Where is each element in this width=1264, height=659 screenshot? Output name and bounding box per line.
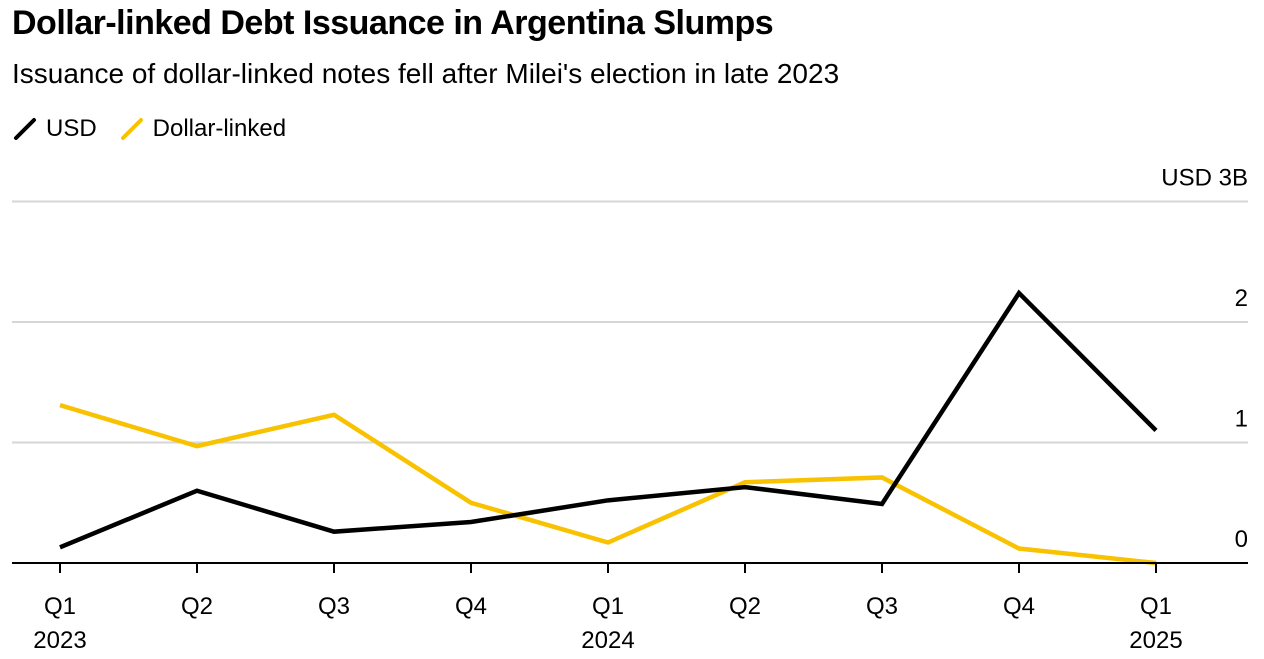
legend-label-dollar-linked: Dollar-linked (152, 115, 287, 142)
chart-legend: USD Dollar-linked (12, 114, 308, 144)
y-unit-label: USD 3B (1161, 165, 1248, 192)
y-tick-label: 1 (1235, 406, 1248, 433)
x-tick-label-quarter: Q4 (455, 593, 487, 620)
legend-item-dollar-linked: Dollar-linked (119, 115, 286, 143)
line-chart: 0 1 2 USD 3B Q1 2023 Q2 Q3 Q4 Q1 2024 Q2 Q3 Q4 Q1 2025 (12, 165, 1248, 654)
legend-stroke-dollar-linked (120, 118, 143, 140)
legend-swatch-dollar-linked-icon (120, 118, 143, 140)
x-tick-label-year: 2025 (1129, 627, 1182, 654)
y-tick-label: 2 (1235, 285, 1248, 312)
y-tick-label: 0 (1235, 526, 1248, 553)
x-tick-label-year: 2023 (33, 627, 86, 654)
x-tick-label-quarter: Q2 (181, 593, 213, 620)
chart-subtitle: Issuance of dollar-linked notes fell aft… (12, 58, 840, 89)
x-tick-label-year: 2024 (581, 627, 634, 654)
x-tick-label-quarter: Q3 (318, 593, 350, 620)
chart-title: Dollar-linked Debt Issuance in Argentina… (12, 4, 774, 42)
x-tick-label-quarter: Q2 (729, 593, 761, 620)
x-tick-label-quarter: Q1 (44, 593, 76, 620)
legend-item-usd: USD (12, 115, 97, 143)
series-line-dollar-linked (59, 402, 1157, 566)
x-tick-label-quarter: Q3 (866, 593, 898, 620)
series-line-usd (59, 289, 1158, 550)
x-tick-label-quarter: Q4 (1003, 593, 1035, 620)
legend-stroke-usd (14, 118, 36, 140)
legend-label-usd: USD (46, 115, 97, 142)
x-tick-label-quarter: Q1 (1140, 593, 1172, 620)
legend-swatch-usd-icon (14, 118, 36, 140)
x-tick-label-quarter: Q1 (592, 593, 624, 620)
